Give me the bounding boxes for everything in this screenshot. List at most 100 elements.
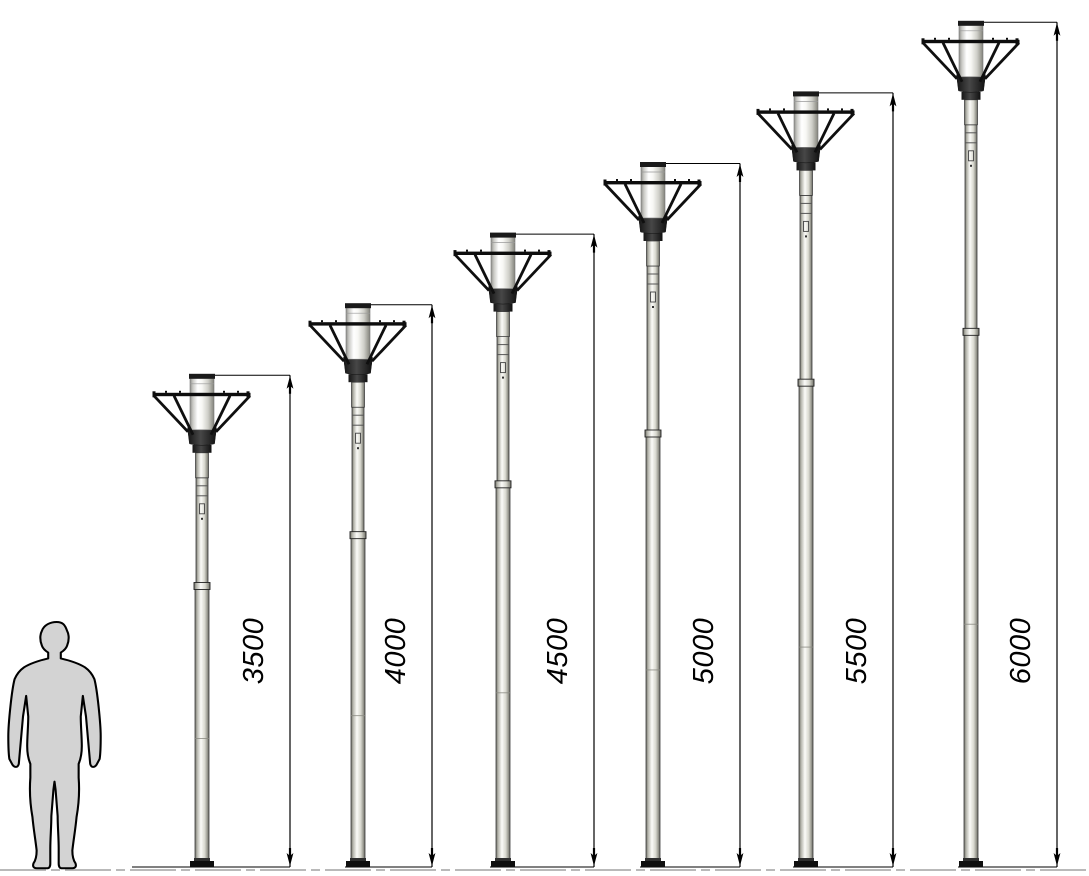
- lantern-ring-end: [308, 320, 312, 327]
- lantern-adapter: [796, 162, 816, 171]
- pole-upper-section: [195, 477, 209, 587]
- lantern-strut: [328, 324, 351, 365]
- pole-joint-collar: [962, 327, 980, 336]
- lantern-ring-bolt: [237, 390, 239, 393]
- dimension-label: 4000: [380, 618, 412, 685]
- pole-access-door: [803, 220, 809, 232]
- pole-upper-section: [799, 194, 813, 384]
- lantern-ring-bolt: [321, 320, 323, 323]
- lantern-ring-end: [152, 391, 156, 398]
- lantern-ring-end: [850, 108, 854, 115]
- pole-upper-section: [646, 265, 660, 435]
- lantern-ring: [454, 251, 552, 255]
- pole-joint-collar: [644, 429, 662, 438]
- pole-joint-collar: [349, 531, 367, 540]
- lantern-ring-end: [547, 250, 551, 257]
- lantern-cap: [640, 162, 666, 167]
- dimension-arrow-down-icon: [889, 848, 897, 866]
- lantern-strut: [152, 394, 190, 433]
- lamp-post: 6000: [921, 20, 1061, 868]
- lantern-ring-bolt: [769, 108, 771, 111]
- pole-lower-section: [194, 586, 210, 864]
- human-figure-silhouette: [7, 621, 102, 870]
- lantern-ring-bolt: [630, 179, 632, 181]
- pole-door-latch: [357, 447, 359, 450]
- lantern-ring: [922, 39, 1020, 44]
- lantern-adapter: [643, 233, 663, 241]
- base-collar: [645, 858, 661, 862]
- lantern-cylinder: [345, 306, 371, 360]
- lantern-strut: [983, 41, 1021, 80]
- lantern-ring-end: [453, 250, 457, 257]
- pole-door-latch: [652, 306, 654, 308]
- lantern-ring-bolt: [783, 108, 785, 111]
- lantern-tenon: [496, 311, 510, 337]
- lantern-ring: [604, 181, 702, 185]
- lantern-ring-bolt: [827, 108, 829, 111]
- lantern-ring-bolt: [335, 320, 337, 323]
- dimension-arrow-down-icon: [1053, 848, 1061, 866]
- lantern-tenon: [351, 381, 365, 408]
- pole-lower-section: [645, 433, 661, 864]
- lantern-strut: [665, 183, 703, 221]
- lantern-cap: [490, 232, 516, 238]
- lantern-cap: [189, 373, 215, 379]
- lantern-strut: [214, 394, 252, 433]
- lantern-strut: [941, 42, 964, 83]
- lantern-ring-bolt: [480, 249, 482, 252]
- pole-upper-section: [496, 336, 510, 486]
- lantern-ring-bolt: [393, 320, 395, 323]
- base-collar: [798, 858, 814, 862]
- base-flange: [190, 861, 214, 867]
- lantern-ring: [153, 392, 251, 397]
- lantern-ring-bolt: [934, 37, 936, 40]
- dimension-label: 4500: [542, 618, 574, 685]
- lantern-ring-bolt: [841, 108, 843, 111]
- pole-joint-collar: [193, 582, 211, 590]
- lantern-ring-end: [246, 391, 250, 398]
- base-flange: [641, 861, 665, 867]
- dimension-label: 3500: [238, 618, 270, 685]
- dimension-arrow-up-icon: [889, 93, 897, 112]
- lantern-strut: [209, 395, 232, 436]
- lamp-post: 5000: [603, 162, 744, 868]
- lamp-post: 3500: [132, 373, 294, 868]
- lantern-adapter: [493, 303, 513, 312]
- lantern-ring-bolt: [379, 320, 381, 323]
- lantern-cylinder: [189, 377, 215, 431]
- lantern-ring-end: [697, 179, 701, 186]
- dimension-arrow-up-icon: [428, 305, 436, 324]
- base-collar: [495, 858, 511, 862]
- lamp-post: 4500: [453, 232, 598, 868]
- lantern-tenon: [964, 99, 978, 126]
- pole-lower-section: [963, 331, 979, 864]
- dimension-label: 5500: [841, 618, 873, 685]
- lantern-strut: [510, 253, 533, 295]
- lantern-cylinder: [640, 165, 666, 219]
- lantern-ring-bolt: [992, 37, 994, 40]
- dimension-label: 6000: [1005, 618, 1037, 685]
- lantern-adapter: [192, 444, 212, 453]
- lantern-cylinder: [793, 95, 819, 148]
- base-collar: [963, 858, 979, 862]
- lantern-strut: [370, 324, 408, 363]
- lantern-cylinder: [958, 24, 984, 78]
- lantern-ring: [309, 322, 407, 326]
- pole-joint-collar: [797, 378, 815, 387]
- lantern-ring-bolt: [616, 179, 618, 181]
- lantern-ring-bolt: [688, 179, 690, 181]
- pole-door-latch: [805, 235, 807, 238]
- base-flange: [794, 861, 818, 867]
- lantern-ring-bolt: [179, 390, 181, 393]
- lantern-ring-bolt: [524, 249, 526, 252]
- pole-door-latch: [201, 517, 203, 520]
- dimension-arrow-up-icon: [286, 375, 294, 394]
- lantern-ring-bolt: [948, 37, 950, 40]
- lantern-strut: [172, 395, 195, 436]
- lantern-ring-end: [402, 320, 406, 327]
- lantern-cap: [958, 20, 984, 26]
- lantern-ring-bolt: [223, 390, 225, 393]
- lantern-strut: [365, 324, 388, 365]
